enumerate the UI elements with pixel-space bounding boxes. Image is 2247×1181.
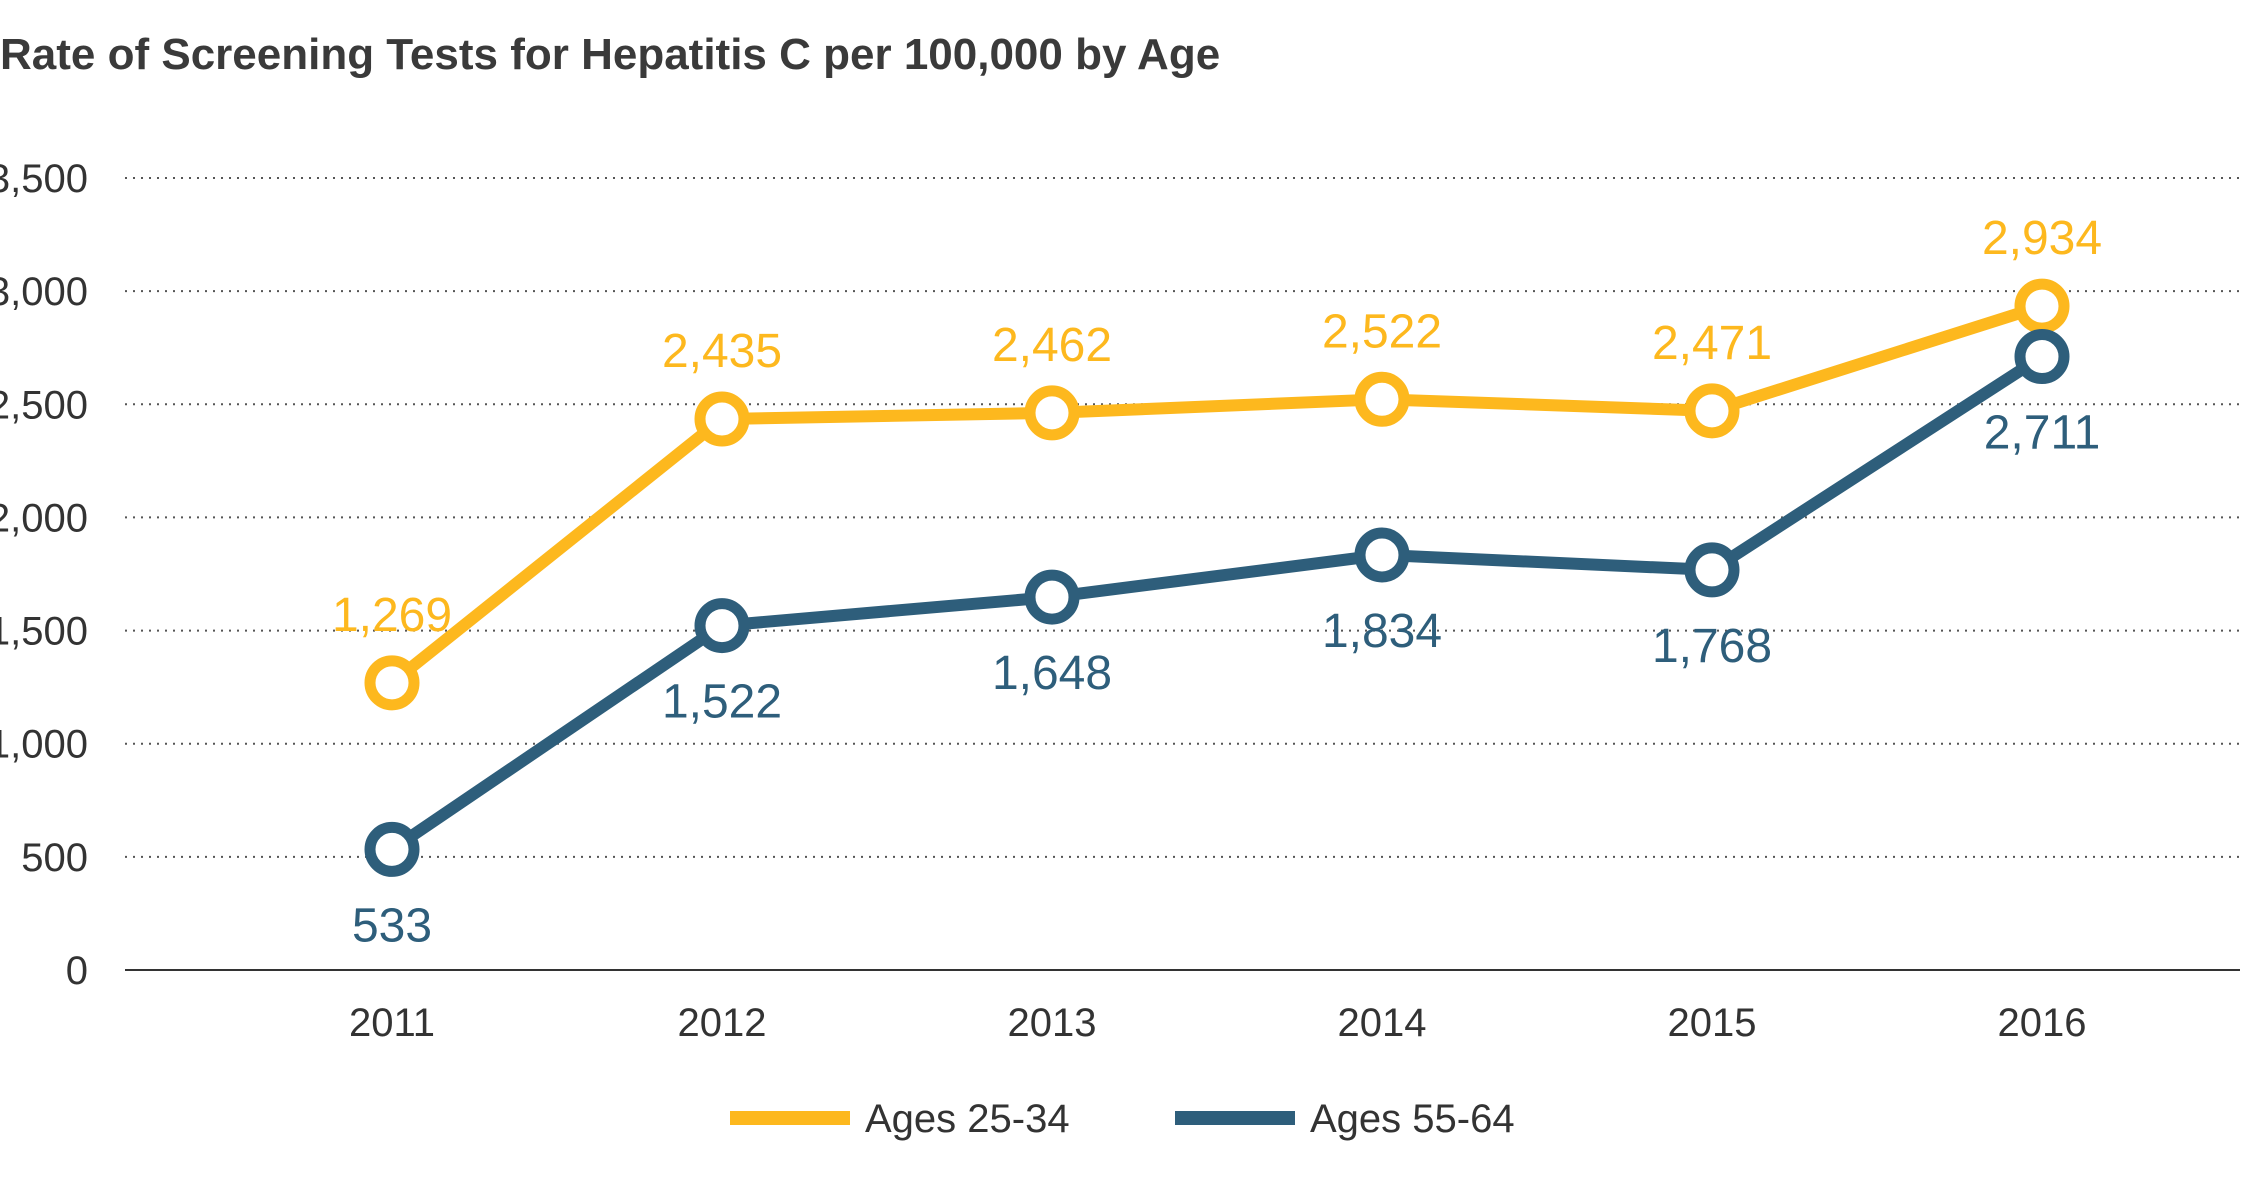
y-tick-label: 2,500 — [0, 383, 88, 427]
data-label: 2,934 — [1982, 212, 2102, 265]
data-point — [1354, 371, 1410, 427]
data-point — [1024, 385, 1080, 441]
data-label: 1,834 — [1322, 605, 1442, 658]
y-tick-label: 1,000 — [0, 723, 88, 767]
series — [364, 278, 2070, 877]
data-point — [1354, 527, 1410, 583]
legend: Ages 25-34 Ages 55-64 — [730, 1097, 1515, 1141]
data-label: 533 — [352, 899, 432, 952]
data-point — [1684, 383, 1740, 439]
y-tick-label: 3,500 — [0, 157, 88, 201]
y-axis: 0 500 1,000 1,500 2,000 2,500 3,000 3,500 — [0, 157, 88, 993]
data-point — [1024, 569, 1080, 625]
chart-title: Rate of Screening Tests for Hepatitis C … — [0, 30, 1221, 79]
data-point — [694, 391, 750, 447]
x-axis: 2011 2012 2013 2014 2015 2016 — [125, 969, 2240, 1045]
data-label: 2,522 — [1322, 305, 1442, 358]
data-label: 1,522 — [662, 676, 782, 729]
x-tick-label: 2014 — [1338, 1001, 1427, 1045]
data-label: 2,435 — [662, 325, 782, 378]
series-2 — [364, 329, 2070, 877]
gridlines — [125, 177, 2240, 858]
legend-label: Ages 25-34 — [865, 1097, 1070, 1141]
data-label: 2,462 — [992, 319, 1112, 372]
x-tick-label: 2016 — [1998, 1001, 2087, 1045]
data-label: 1,648 — [992, 647, 1112, 700]
series-1 — [364, 278, 2070, 711]
y-tick-label: 500 — [21, 836, 88, 880]
data-point — [364, 821, 420, 877]
x-tick-label: 2011 — [349, 1001, 435, 1045]
x-tick-label: 2012 — [678, 1001, 767, 1045]
legend-item: Ages 55-64 — [1175, 1097, 1515, 1141]
y-tick-label: 2,000 — [0, 496, 88, 540]
y-tick-label: 0 — [66, 949, 88, 993]
x-tick-label: 2015 — [1668, 1001, 1757, 1045]
y-tick-label: 3,000 — [0, 270, 88, 314]
series-line — [386, 300, 2048, 689]
series-line — [386, 350, 2048, 856]
legend-item: Ages 25-34 — [730, 1097, 1070, 1141]
data-point — [364, 655, 420, 711]
data-label: 2,711 — [1984, 407, 2101, 460]
x-tick-label: 2013 — [1008, 1001, 1097, 1045]
legend-label: Ages 55-64 — [1310, 1097, 1515, 1141]
data-point — [2014, 329, 2070, 385]
data-label: 1,269 — [332, 589, 452, 642]
data-point — [694, 598, 750, 654]
data-labels: 1,269 2,435 2,462 2,522 2,471 2,934 533 1,522 1,… — [332, 212, 2102, 952]
data-label: 1,768 — [1652, 620, 1772, 673]
data-point — [2014, 278, 2070, 334]
y-tick-label: 1,500 — [0, 610, 88, 654]
data-point — [1684, 542, 1740, 598]
data-label: 2,471 — [1652, 317, 1772, 370]
